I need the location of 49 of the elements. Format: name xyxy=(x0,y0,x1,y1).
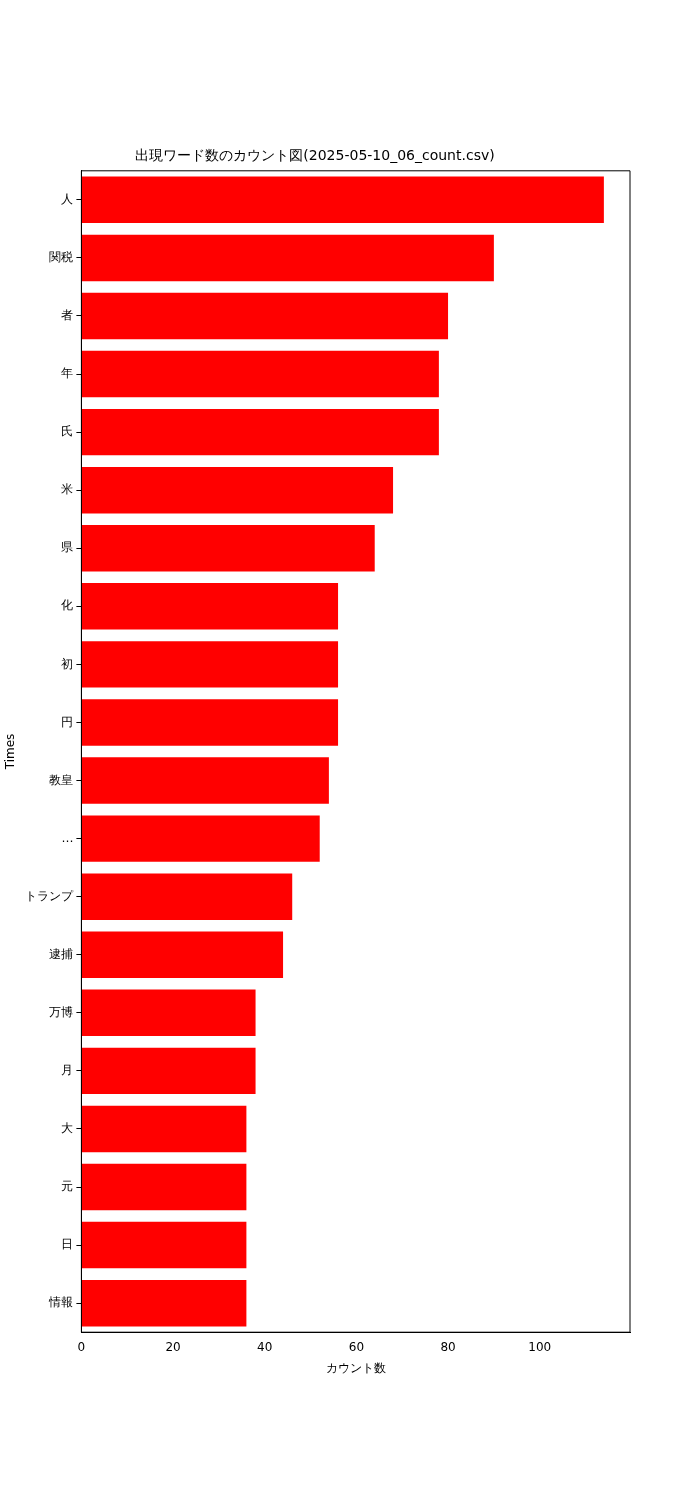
y-tick-label: 者 xyxy=(61,308,74,323)
x-tick-label: 60 xyxy=(348,1339,365,1354)
bar xyxy=(81,350,439,398)
y-tick-label: 化 xyxy=(61,598,74,613)
bar xyxy=(81,1163,247,1211)
bar xyxy=(81,1279,247,1327)
y-tick-label: 日 xyxy=(61,1237,74,1252)
bar xyxy=(81,1047,256,1095)
bar xyxy=(81,989,256,1037)
x-tick-label: 20 xyxy=(165,1339,181,1354)
bar xyxy=(81,815,320,862)
bar xyxy=(81,641,339,688)
y-tick-label: 教皇 xyxy=(49,772,74,787)
y-tick-label: 人 xyxy=(61,191,74,206)
bar xyxy=(81,757,329,804)
bar xyxy=(81,1105,247,1153)
x-tick-label: 40 xyxy=(257,1339,273,1354)
bar xyxy=(81,292,449,340)
y-tick-label: 年 xyxy=(61,366,74,381)
bar xyxy=(81,699,339,746)
bar xyxy=(81,1221,247,1269)
y-tick-label: 円 xyxy=(61,714,74,729)
y-tick-label: 情報 xyxy=(48,1295,74,1310)
y-tick-label: … xyxy=(61,830,74,845)
bar xyxy=(81,234,494,282)
chart-title: 出現ワード数のカウント図(2025-05-10_06_count.csv) xyxy=(135,147,495,164)
bar xyxy=(81,525,375,572)
bar xyxy=(81,931,284,978)
y-tick-label: 米 xyxy=(61,482,74,497)
x-tick-label: 0 xyxy=(77,1339,86,1354)
x-tick-label: 80 xyxy=(440,1339,456,1354)
bar xyxy=(81,408,439,456)
y-tick-label: 氏 xyxy=(61,424,74,439)
bar xyxy=(81,466,394,514)
bar xyxy=(81,873,293,920)
y-tick-label: トランプ xyxy=(25,888,75,903)
y-tick-label: 月 xyxy=(61,1063,74,1078)
y-tick-label: 万博 xyxy=(49,1004,74,1019)
bar xyxy=(81,176,604,224)
y-tick-label: 関税 xyxy=(49,250,74,265)
y-tick-label: 初 xyxy=(61,656,74,671)
x-axis-title: カウント数 xyxy=(325,1360,386,1375)
y-axis-title: Times xyxy=(3,733,18,771)
y-tick-label: 県 xyxy=(61,540,74,555)
x-tick-label: 100 xyxy=(528,1339,552,1354)
bar xyxy=(81,583,339,630)
y-tick-label: 大 xyxy=(61,1121,74,1136)
y-tick-label: 元 xyxy=(61,1179,74,1194)
y-tick-label: 逮捕 xyxy=(49,946,74,961)
